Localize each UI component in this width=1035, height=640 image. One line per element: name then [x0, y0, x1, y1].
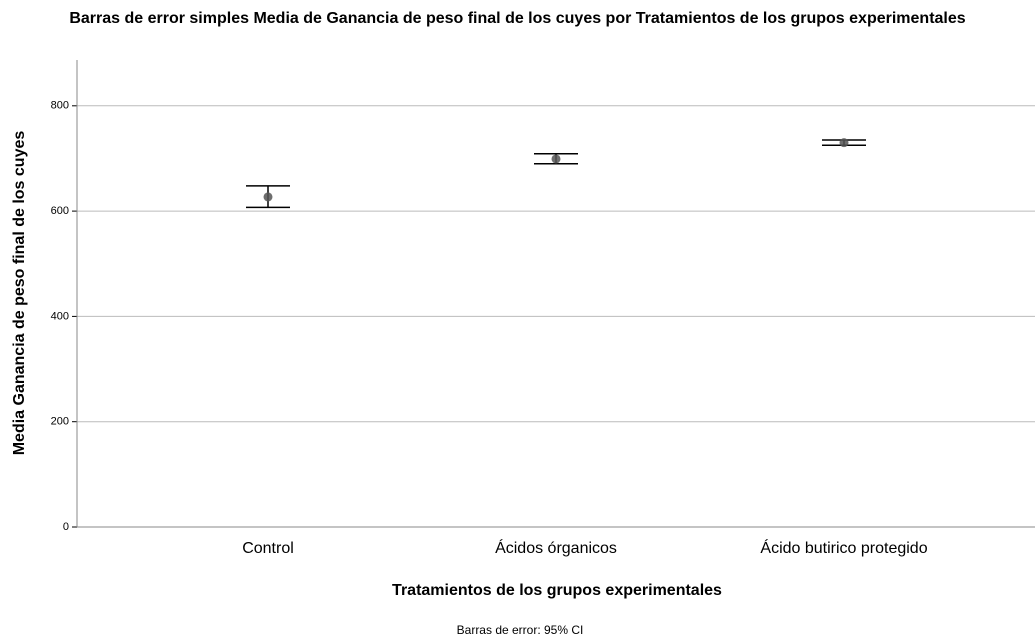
y-tick-label: 400: [51, 310, 69, 322]
y-tick-label: 200: [51, 416, 69, 428]
footnote: Barras de error: 95% CI: [457, 623, 584, 637]
x-tick-label: Ácidos órganicos: [495, 538, 617, 557]
chart-title: Barras de error simples Media de Gananci…: [69, 10, 966, 27]
mean-point: [551, 154, 561, 164]
x-tick-label: Control: [242, 540, 294, 557]
y-tick-label: 800: [51, 100, 69, 112]
y-tick-label: 600: [51, 205, 69, 217]
mean-point: [839, 138, 849, 148]
y-axis-label: Media Ganancia de peso final de los cuye…: [11, 131, 28, 456]
mean-point: [263, 192, 273, 202]
x-tick-label: Ácido butirico protegido: [760, 538, 927, 557]
y-tick-label: 0: [63, 521, 69, 533]
x-axis-label: Tratamientos de los grupos experimentale…: [392, 582, 722, 599]
